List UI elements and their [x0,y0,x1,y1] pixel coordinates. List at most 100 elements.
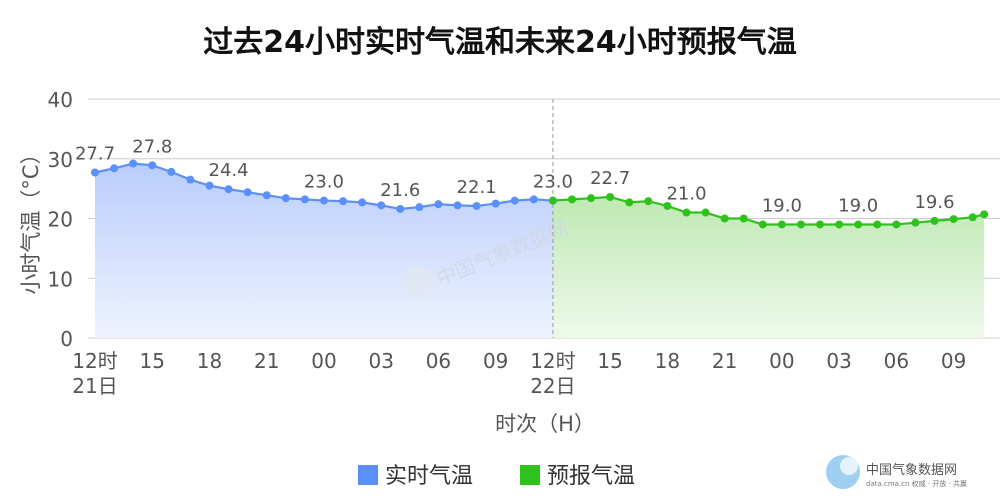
data-point-forecast[interactable] [644,197,653,206]
x-tick-label: 12时 [72,349,117,373]
brand-subtitle: data.cma.cn 权威 · 开放 · 共赢 [866,479,967,488]
data-point-actual[interactable] [300,195,309,204]
data-point-forecast[interactable] [663,201,672,210]
series-points [91,159,989,229]
data-point-actual[interactable] [377,201,386,210]
legend-item-forecast[interactable]: 预报气温 [520,464,635,489]
x-axis-title: 时次（H） [495,412,595,436]
data-point-forecast[interactable] [968,213,977,222]
data-labels: 27.7 27.8 24.4 23.0 21.6 22.1 23.0 22.7 21.0 19.0… [75,136,955,216]
legend-swatch-forecast [520,465,540,485]
x-tick-label: 03 [368,349,393,373]
x-tick-label: 06 [884,349,909,373]
data-point-actual[interactable] [319,196,328,205]
data-label: 19.0 [762,195,802,216]
data-point-forecast[interactable] [548,196,557,205]
data-point-actual[interactable] [510,196,519,205]
data-point-forecast[interactable] [854,220,863,229]
x-tick-label: 12时 [530,349,575,373]
x-tick-sublabel: 21日 [72,374,117,398]
data-point-actual[interactable] [148,161,157,170]
y-tick-label: 20 [48,208,73,232]
y-tick-label: 40 [48,88,73,112]
data-label: 19.0 [838,195,878,216]
data-point-actual[interactable] [434,200,443,209]
x-tick-label: 15 [140,349,165,373]
y-tick-label: 30 [48,148,73,172]
data-point-forecast[interactable] [911,218,920,227]
data-point-actual[interactable] [491,199,500,208]
chart-title: 过去24小时实时气温和未来24小时预报气温 [203,25,797,60]
data-label: 23.0 [304,172,344,193]
data-point-actual[interactable] [529,195,538,204]
data-point-actual[interactable] [358,198,367,207]
data-point-forecast[interactable] [835,220,844,229]
data-point-forecast[interactable] [701,208,710,217]
x-tick-label: 09 [483,349,508,373]
x-tick-label: 00 [311,349,336,373]
y-tick-label: 0 [60,327,73,351]
data-point-forecast[interactable] [625,198,634,207]
data-label: 21.6 [380,180,420,201]
data-point-forecast[interactable] [796,220,805,229]
data-point-forecast[interactable] [816,220,825,229]
x-tick-sublabel: 22日 [530,374,575,398]
legend-item-actual[interactable]: 实时气温 [358,464,473,489]
data-point-forecast[interactable] [606,192,615,201]
y-tick-labels: 0 10 20 30 40 [48,88,73,351]
data-point-actual[interactable] [339,197,348,206]
data-point-actual[interactable] [205,181,214,190]
x-tick-label: 15 [597,349,622,373]
data-label: 19.6 [914,192,954,213]
y-axis-title: 小时气温（°C） [19,143,43,294]
data-label: 23.0 [533,172,573,193]
data-point-actual[interactable] [472,201,481,210]
area-fill-forecast [552,196,985,338]
data-label: 21.0 [666,184,706,205]
data-point-forecast[interactable] [892,220,901,229]
legend-label-forecast: 预报气温 [547,464,635,489]
data-label: 24.4 [209,160,249,181]
x-tick-label: 09 [941,349,966,373]
brand-globe-highlight [840,457,858,475]
data-point-actual[interactable] [91,168,99,177]
brand-logo: 中国气象数据网 data.cma.cn 权威 · 开放 · 共赢 [826,455,967,489]
data-point-actual[interactable] [281,194,290,203]
watermark-logo-icon [402,266,434,298]
data-point-actual[interactable] [224,185,233,194]
data-point-actual[interactable] [129,159,138,168]
x-tick-label: 21 [254,349,279,373]
legend: 实时气温 预报气温 [358,464,635,489]
data-point-actual[interactable] [167,167,176,176]
data-point-actual[interactable] [243,188,252,197]
x-tick-label: 00 [769,349,794,373]
data-point-forecast[interactable] [720,214,729,223]
data-point-actual[interactable] [453,201,462,210]
data-point-forecast[interactable] [568,195,576,204]
data-point-actual[interactable] [262,191,271,200]
x-tick-label: 18 [655,349,680,373]
x-tick-label: 03 [826,349,851,373]
data-label: 22.7 [590,168,630,189]
data-point-forecast[interactable] [980,210,989,219]
data-point-forecast[interactable] [777,220,786,229]
data-point-forecast[interactable] [587,194,596,203]
y-tick-label: 10 [48,267,73,291]
data-point-forecast[interactable] [758,220,767,229]
legend-label-actual: 实时气温 [385,464,473,489]
data-label: 27.8 [132,136,172,157]
data-point-forecast[interactable] [873,220,882,229]
data-point-actual[interactable] [186,175,195,184]
x-tick-label: 06 [426,349,451,373]
data-point-forecast[interactable] [949,215,958,224]
data-label: 22.1 [457,177,497,198]
data-point-actual[interactable] [110,164,119,173]
data-point-actual[interactable] [396,204,405,213]
data-point-forecast[interactable] [739,214,748,223]
data-point-actual[interactable] [415,203,424,212]
data-point-forecast[interactable] [930,216,939,225]
x-tick-label: 21 [712,349,737,373]
data-point-forecast[interactable] [682,208,691,217]
